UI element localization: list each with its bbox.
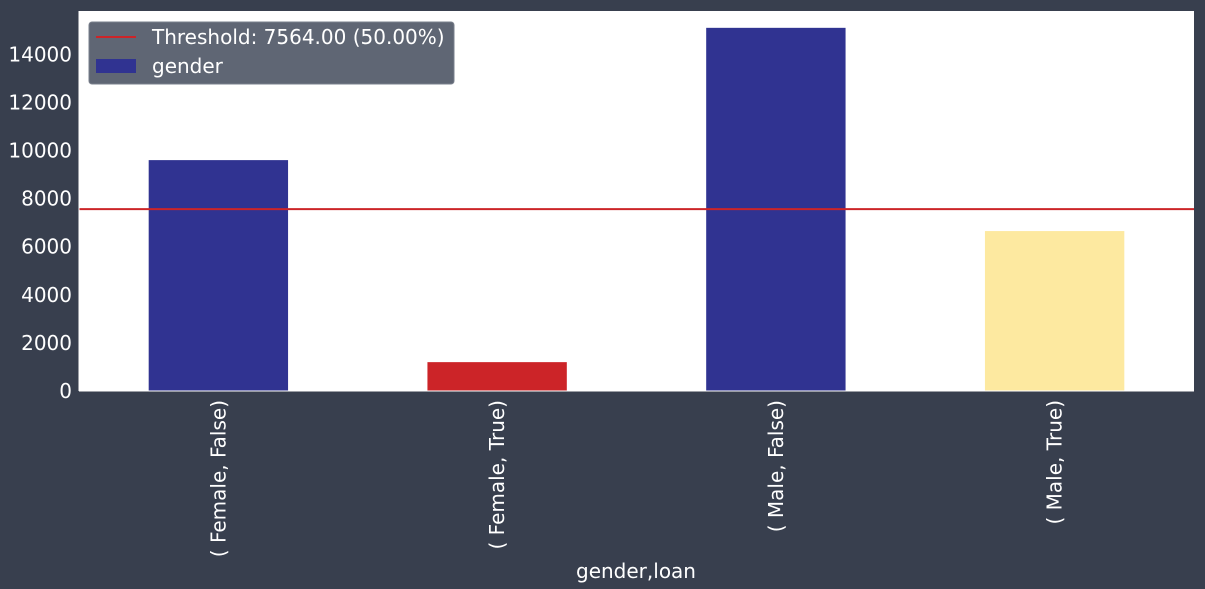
y-tick-label: 14000 bbox=[8, 42, 72, 66]
x-axis: ( Female, False) ( Female, True) ( Male, F… bbox=[79, 390, 1194, 557]
bar-1 bbox=[427, 362, 567, 391]
bar-0 bbox=[148, 160, 289, 391]
x-tick-label: ( Male, False) bbox=[764, 400, 788, 532]
bars-group bbox=[148, 27, 1125, 391]
y-tick-label: 0 bbox=[59, 379, 72, 403]
legend: Threshold: 7564.00 (50.00%) gender bbox=[88, 21, 455, 85]
x-axis-label: gender,loan bbox=[576, 559, 696, 583]
y-tick-label: 4000 bbox=[21, 283, 72, 307]
y-tick-label: 8000 bbox=[21, 187, 72, 211]
legend-label: gender bbox=[152, 54, 224, 78]
x-tick-label: ( Male, True) bbox=[1043, 400, 1067, 525]
legend-box bbox=[88, 21, 455, 85]
y-tick-label: 10000 bbox=[8, 138, 72, 162]
y-tick-label: 12000 bbox=[8, 90, 72, 114]
y-tick-label: 6000 bbox=[21, 235, 72, 259]
y-axis: 0 2000 4000 6000 8000 10000 12000 14000 bbox=[8, 11, 80, 403]
legend-label: Threshold: 7564.00 (50.00%) bbox=[151, 25, 445, 49]
x-tick-label: ( Female, True) bbox=[485, 400, 509, 549]
x-tick-label: ( Female, False) bbox=[206, 400, 230, 557]
bar-3 bbox=[984, 231, 1125, 391]
legend-gender-swatch bbox=[96, 59, 136, 73]
y-tick-label: 2000 bbox=[21, 331, 72, 355]
